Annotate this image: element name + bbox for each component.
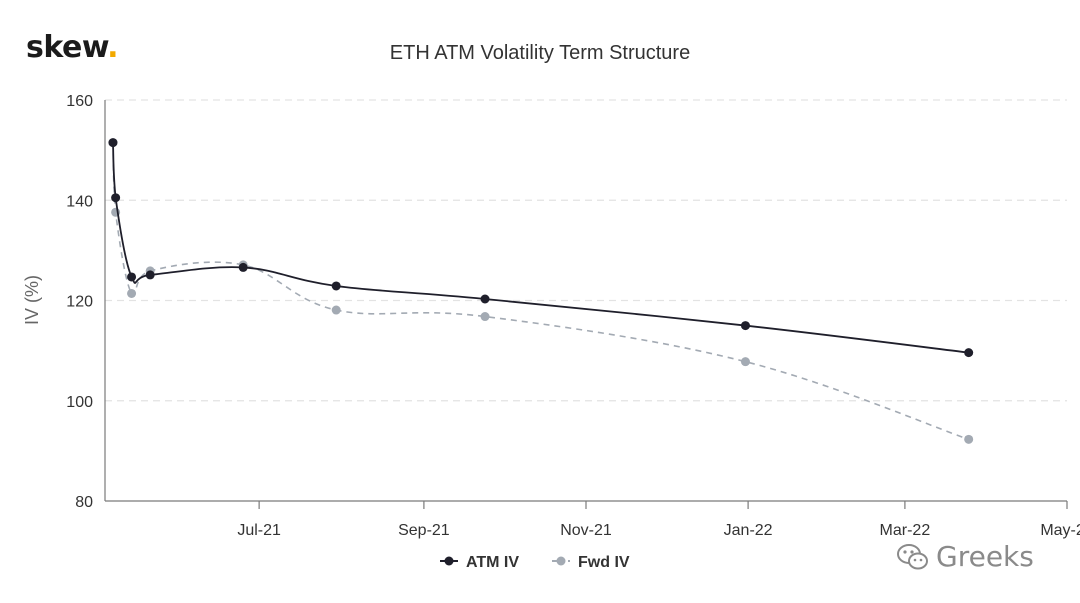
- data-point: [964, 434, 974, 444]
- x-tick-label: Jul-21: [237, 522, 281, 539]
- data-point: [331, 305, 341, 315]
- y-axis-label: IV (%): [22, 275, 42, 325]
- wechat-icon: [897, 543, 928, 569]
- series-layer: [108, 138, 974, 444]
- x-tick-label: May-22: [1040, 522, 1080, 539]
- data-point: [480, 312, 490, 322]
- x-tick-label: Nov-21: [560, 522, 612, 539]
- series-fwd-iv: [108, 138, 974, 444]
- data-point: [740, 357, 750, 367]
- legend-item: ATM IV: [440, 554, 519, 571]
- watermark-text: Greeks: [936, 540, 1034, 573]
- watermark: Greeks: [896, 540, 1034, 573]
- series-line: [112, 142, 969, 354]
- data-point: [964, 348, 974, 358]
- legend-label: ATM IV: [466, 554, 519, 571]
- logo-text: skew: [26, 30, 108, 65]
- series-line: [112, 142, 969, 441]
- chart-title: ETH ATM Volatility Term Structure: [390, 42, 690, 64]
- logo-dot: .: [107, 30, 119, 65]
- data-point: [331, 281, 341, 291]
- data-point: [238, 262, 248, 272]
- data-point: [480, 294, 490, 304]
- series-atm-iv: [108, 138, 974, 358]
- data-point: [108, 138, 118, 148]
- legend: ATM IV Fwd IV: [440, 554, 630, 571]
- data-point: [127, 288, 137, 298]
- grid-lines: [105, 99, 1067, 402]
- y-tick-label: 140: [66, 193, 93, 210]
- legend-swatch-marker: [556, 556, 566, 566]
- x-tick-label: Mar-22: [880, 522, 931, 539]
- skew-logo: skew.: [26, 30, 119, 65]
- y-tick-label: 120: [66, 294, 93, 311]
- data-point: [111, 193, 121, 203]
- data-point: [145, 270, 155, 280]
- legend-item: Fwd IV: [552, 554, 630, 571]
- data-point: [740, 321, 750, 331]
- y-tick-label: 100: [66, 394, 93, 411]
- legend-swatch-marker: [444, 556, 454, 566]
- y-tick-label: 160: [66, 93, 93, 110]
- legend-label: Fwd IV: [578, 554, 630, 571]
- data-point: [127, 272, 137, 282]
- y-tick-label: 80: [75, 494, 93, 511]
- x-tick-label: Sep-21: [398, 522, 450, 539]
- x-tick-label: Jan-22: [724, 522, 773, 539]
- axes: 80 100 120 140 160 Jul-21 Sep-21 Nov-21 Jan-22 Ma…: [66, 93, 1080, 539]
